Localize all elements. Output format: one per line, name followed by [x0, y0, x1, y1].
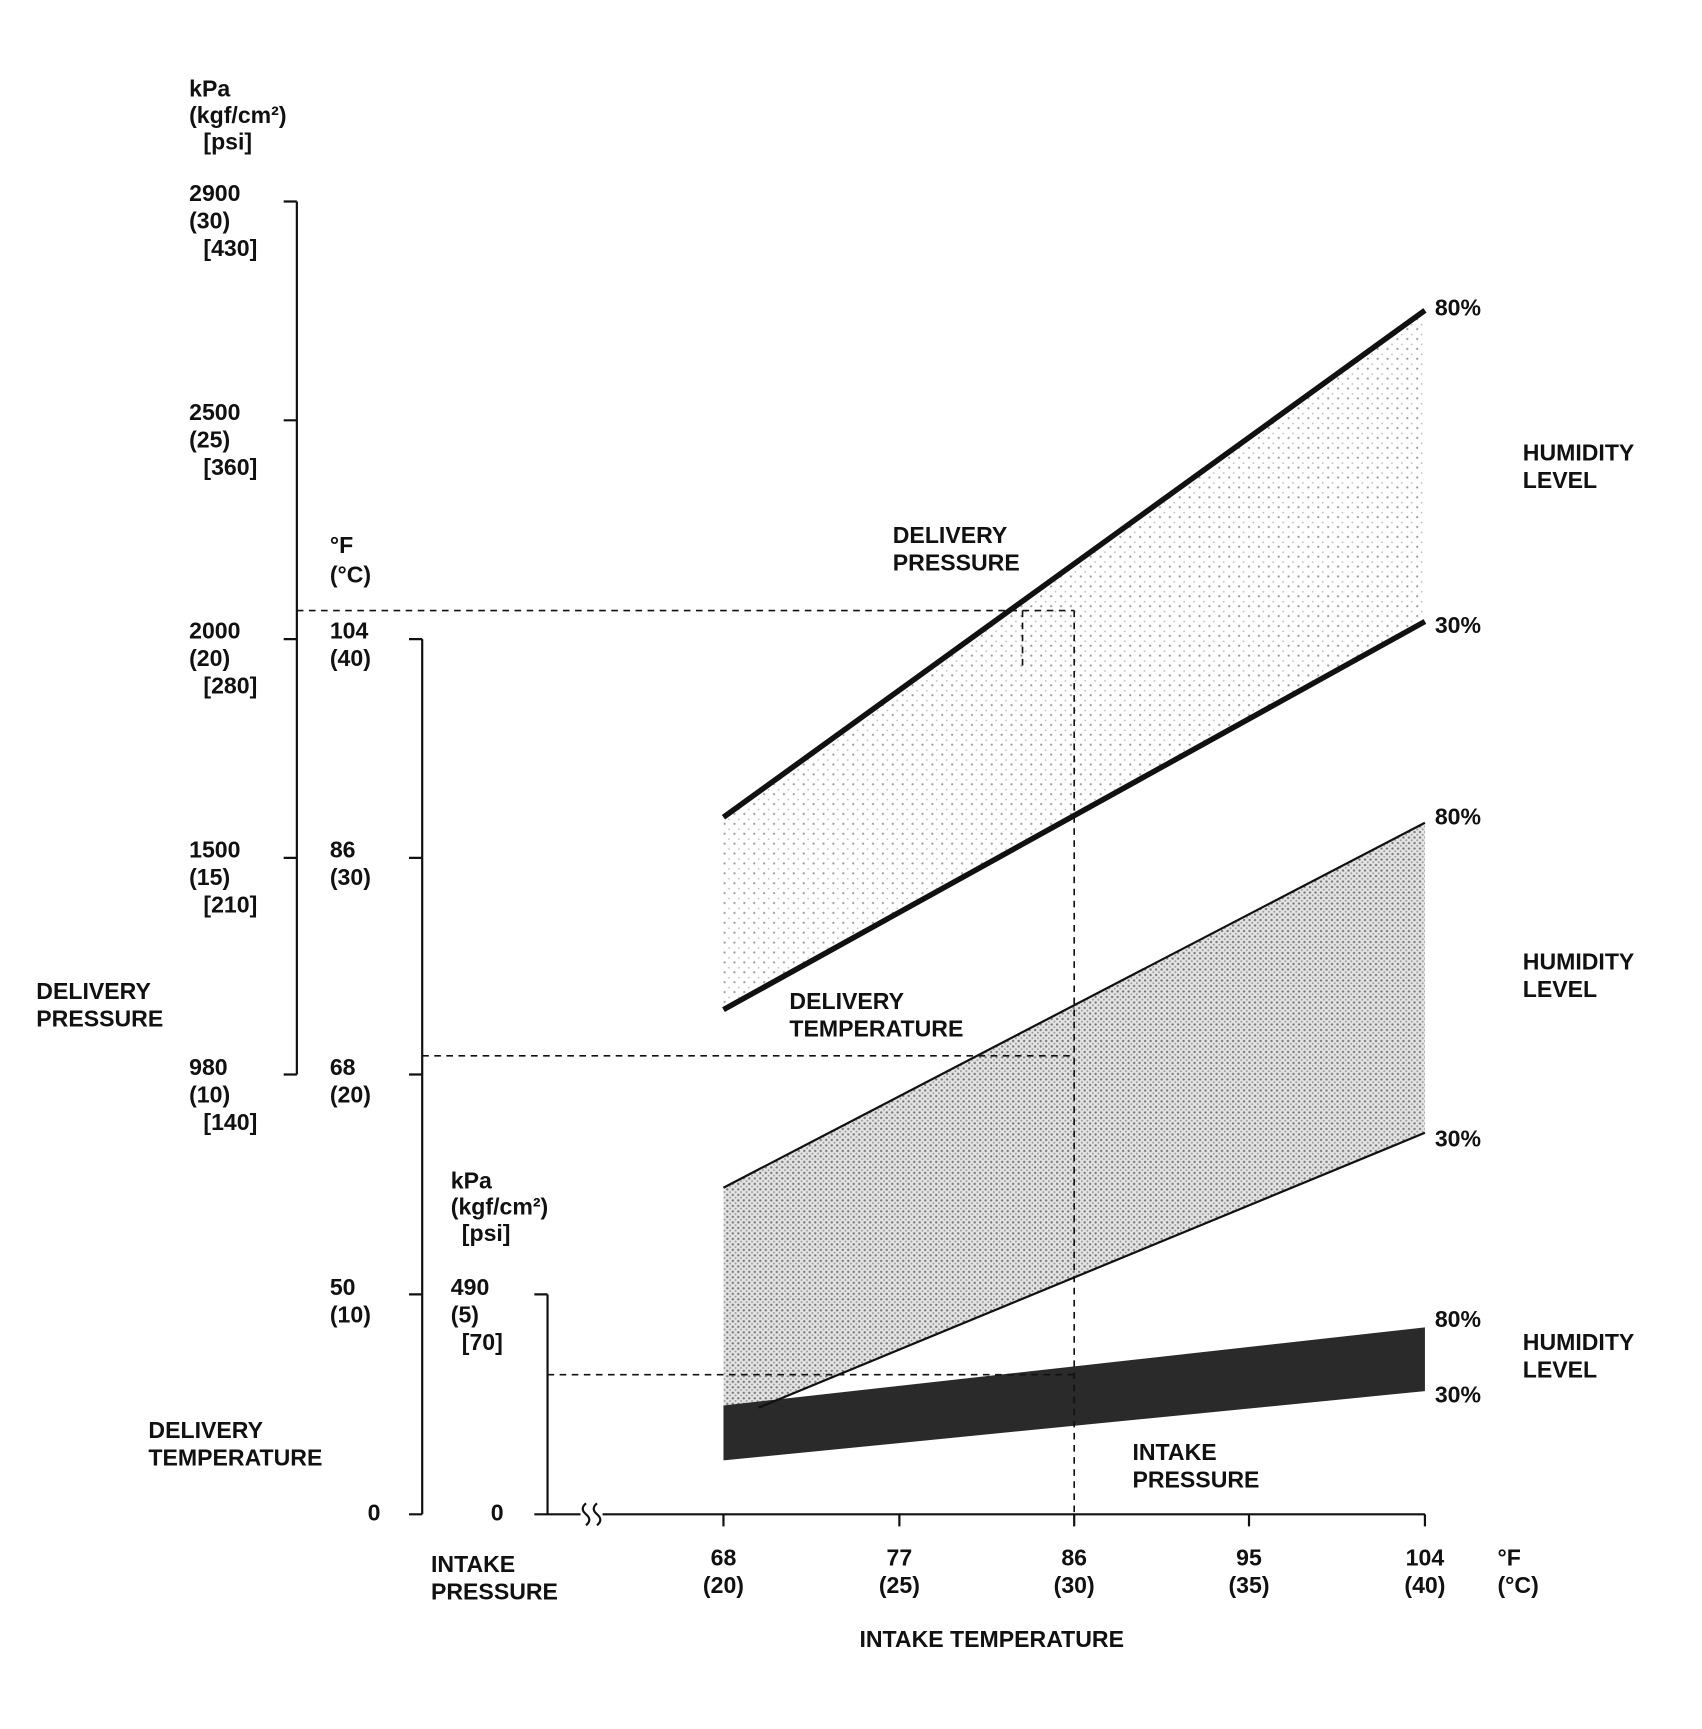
tick-label: 0	[491, 1499, 504, 1525]
tick-label: (10)	[189, 1082, 230, 1108]
tick-label: 77	[887, 1544, 913, 1570]
tick-label: 980	[189, 1054, 228, 1080]
tick-label: [360]	[203, 454, 257, 480]
humidity-label: LEVEL	[1523, 467, 1597, 493]
tick-label: (30)	[330, 864, 371, 890]
unit-label: [psi]	[203, 128, 252, 154]
tick-label: (5)	[451, 1301, 479, 1327]
band-line	[758, 1131, 1426, 1409]
humidity-value: 80%	[1435, 294, 1481, 320]
delivery-temperature-axis	[409, 638, 424, 1516]
tick-label: (35)	[1228, 1572, 1269, 1598]
band-label: TEMPERATURE	[789, 1016, 963, 1042]
axes	[283, 200, 1427, 1527]
tick-label: 68	[330, 1054, 356, 1080]
tick-label: [280]	[203, 673, 257, 699]
humidity-value: 80%	[1435, 803, 1481, 829]
band-line	[721, 308, 1427, 820]
axis-title: PRESSURE	[36, 1006, 163, 1032]
tick-label: 50	[330, 1274, 356, 1300]
unit-label: kPa	[451, 1167, 492, 1193]
unit-label: (kgf/cm²)	[189, 102, 286, 128]
band-label: DELIVERY	[789, 988, 904, 1014]
humidity-value: 30%	[1435, 612, 1481, 638]
humidity-label: LEVEL	[1523, 1356, 1597, 1382]
unit-label: (kgf/cm²)	[451, 1194, 548, 1220]
band-line	[722, 821, 1426, 1189]
tick-label: (30)	[189, 207, 230, 233]
tick-label: 2900	[189, 180, 240, 206]
tick-label: 86	[1061, 1544, 1087, 1570]
band-label: DELIVERY	[893, 522, 1008, 548]
axis-title: INTAKE TEMPERATURE	[859, 1626, 1124, 1652]
unit-label: kPa	[189, 76, 230, 102]
tick-label: 490	[451, 1274, 490, 1300]
tick-label: 2000	[189, 618, 240, 644]
band-label: INTAKE	[1132, 1439, 1216, 1465]
delivery-pressure-axis	[283, 200, 298, 1076]
tick-label: (40)	[330, 645, 371, 671]
unit-label: °F	[1497, 1544, 1520, 1570]
humidity-label: HUMIDITY	[1523, 949, 1635, 975]
tick-label: [140]	[203, 1109, 257, 1135]
tick-label: 68	[711, 1544, 737, 1570]
axis-title: DELIVERY	[36, 978, 151, 1004]
delivery-temperature-band	[723, 822, 1425, 1408]
tick-label: 104	[330, 618, 369, 644]
labels: kPa(kgf/cm²)[psi]2900(30)[430]2500(25)[3…	[36, 76, 1635, 1652]
humidity-value: 30%	[1435, 1126, 1481, 1152]
intake-pressure-band	[723, 1327, 1425, 1461]
humidity-value: 80%	[1435, 1306, 1481, 1332]
tick-label: 95	[1236, 1544, 1262, 1570]
tick-label: (20)	[703, 1572, 744, 1598]
tick-label: (30)	[1054, 1572, 1095, 1598]
axis-break	[581, 1502, 602, 1527]
humidity-label: HUMIDITY	[1523, 439, 1635, 465]
tick-label: [430]	[203, 235, 257, 261]
intake-temperature-ticks	[722, 1514, 1427, 1527]
tick-label: (20)	[189, 645, 230, 671]
unit-label: [psi]	[462, 1220, 511, 1246]
axis-title: PRESSURE	[431, 1579, 558, 1605]
axis-title: DELIVERY	[148, 1417, 263, 1443]
tick-label: 0	[368, 1499, 381, 1525]
humidity-label: LEVEL	[1523, 976, 1597, 1002]
axis-title: INTAKE	[431, 1551, 515, 1577]
tick-label: (10)	[330, 1301, 371, 1327]
tick-label: 104	[1406, 1544, 1445, 1570]
band-label: PRESSURE	[1132, 1466, 1259, 1492]
reference-lines	[296, 609, 1076, 1515]
tick-label: (20)	[330, 1082, 371, 1108]
unit-label: °F	[330, 532, 353, 558]
tick-label: (25)	[189, 426, 230, 452]
band-line	[722, 619, 1427, 1013]
tick-label: (40)	[1404, 1572, 1445, 1598]
tick-label: 2500	[189, 399, 240, 425]
tick-label: (15)	[189, 864, 230, 890]
tick-label: [210]	[203, 891, 257, 917]
tick-label: [70]	[462, 1329, 503, 1355]
humidity-label: HUMIDITY	[1523, 1329, 1635, 1355]
humidity-value: 30%	[1435, 1382, 1481, 1408]
axis-title: TEMPERATURE	[148, 1444, 322, 1470]
intake-pressure-axis	[534, 1293, 1425, 1516]
unit-label: (°C)	[1497, 1572, 1538, 1598]
tick-label: 1500	[189, 836, 240, 862]
tick-label: 86	[330, 836, 356, 862]
unit-label: (°C)	[330, 562, 371, 588]
tick-label: (25)	[879, 1572, 920, 1598]
band-label: PRESSURE	[893, 549, 1020, 575]
